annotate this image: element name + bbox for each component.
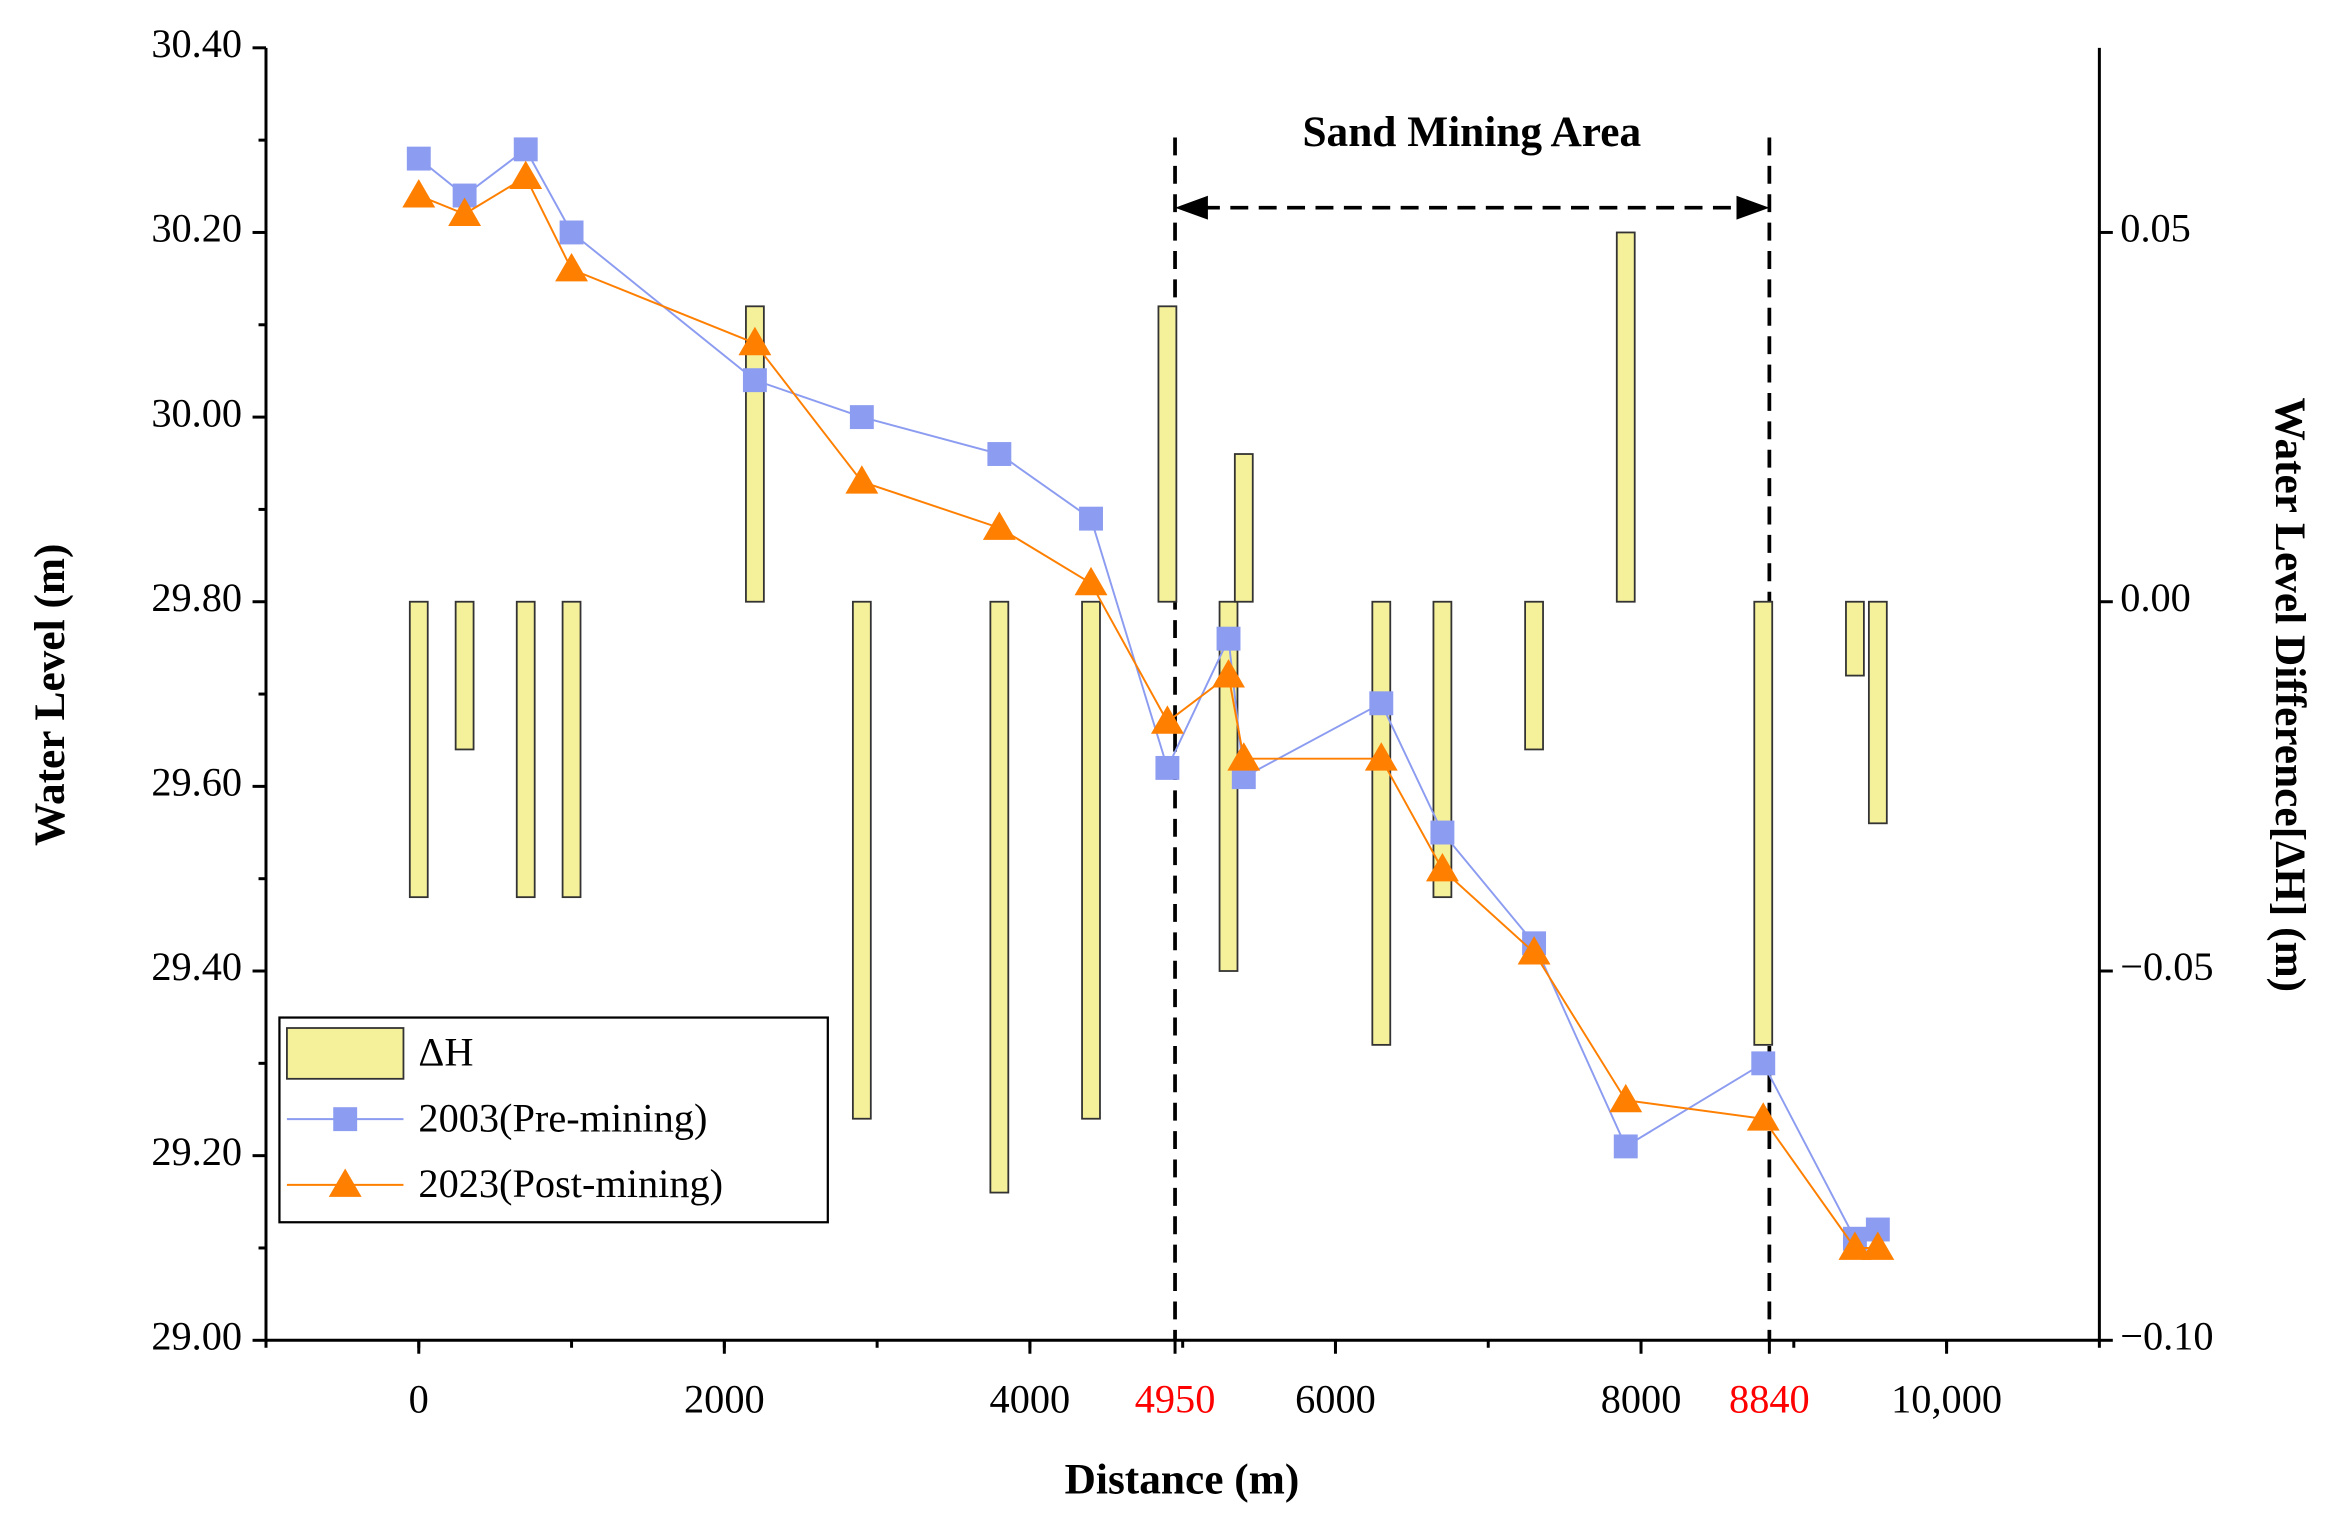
point [1425,853,1459,882]
point [406,146,431,171]
legend-label: 2023(Post-mining) [418,1161,723,1206]
point [328,1168,362,1197]
y2-tick-label: −0.10 [2120,1314,2213,1359]
arrow-head [1736,195,1770,220]
legend: ΔH 2003(Pre-mining) 2023(Post-mining) [278,1016,829,1224]
point [452,183,477,208]
y-tick-label: 29.40 [151,944,242,989]
x-tick-label: 4000 [990,1376,1071,1421]
y2-tick-label: 0.05 [2120,206,2191,251]
point [1609,1083,1643,1113]
point [1517,936,1551,965]
x-tick-label: 0 [409,1376,429,1421]
x-tick-label: 10,000 [1891,1376,2002,1421]
point [448,197,482,226]
point [1746,1102,1780,1131]
bar [1371,600,1392,1046]
legend-label: 2003(Pre-mining) [418,1095,707,1140]
y-tick-label: 29.60 [151,760,242,805]
y-axis-label: Water Level (m) [26,544,74,846]
y-tick-label: 29.20 [151,1129,242,1174]
bar [1432,600,1453,899]
point [1216,626,1241,651]
point [1865,1217,1890,1242]
y2-tick-label: −0.05 [2120,944,2213,989]
point [1751,1051,1776,1076]
line [418,175,1878,1249]
bar [408,600,429,899]
bar [1157,305,1178,603]
point [742,368,767,393]
point [509,160,543,190]
point [738,326,772,356]
x-tick-label: 8000 [1601,1376,1682,1421]
point [1150,705,1184,734]
y-tick-label: 29.80 [151,575,242,620]
point [333,1107,358,1132]
point [555,252,588,282]
region-annotation: Sand Mining Area [1302,108,1641,156]
y-tick-label: 30.20 [151,206,242,251]
bar [561,600,582,899]
bar [1615,231,1636,603]
point [1231,765,1256,790]
bar [1845,600,1865,677]
arrow-head [1175,195,1208,220]
point [1079,506,1103,531]
point [1838,1231,1872,1260]
x-tick-label: 2000 [684,1376,765,1421]
x-tick-label: 8840 [1729,1376,1810,1421]
point [1155,755,1180,780]
point [1613,1134,1638,1159]
legend-swatch [286,1027,405,1080]
y2-tick-label: 0.00 [2120,575,2191,620]
point [987,442,1012,466]
point [1364,742,1398,771]
bar [1867,600,1888,825]
point [849,405,874,430]
point [982,511,1016,540]
point [1227,742,1261,771]
y-tick-label: 30.00 [151,390,242,435]
point [845,465,879,494]
point [1430,820,1455,845]
point [513,137,538,162]
bar [1753,600,1774,1046]
x-tick-label: 4950 [1135,1376,1216,1421]
y-tick-label: 29.00 [151,1314,242,1359]
point [1212,659,1245,688]
line [418,147,1879,1240]
point [1074,566,1108,596]
bar [1524,600,1544,751]
y-tick-label: 30.40 [151,21,242,66]
point [1861,1231,1895,1260]
x-tick-label: 6000 [1295,1376,1376,1421]
point [402,179,436,208]
point [1369,691,1394,716]
y2-axis-label: Water Level Difference[ΔH] (m) [2266,397,2314,992]
point [559,220,584,245]
legend-label: ΔH [418,1030,473,1075]
bar [851,600,872,1120]
bar [515,600,536,899]
bar [1233,453,1254,603]
x-axis-label: Distance (m) [1065,1456,1300,1504]
bar [454,600,475,751]
bar [989,600,1010,1194]
bar [1081,600,1101,1120]
